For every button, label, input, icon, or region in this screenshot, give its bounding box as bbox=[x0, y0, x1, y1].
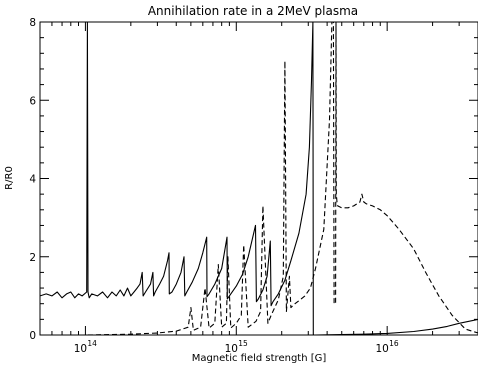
x-axis-label: Magnetic field strength [G] bbox=[192, 353, 327, 364]
y-axis: 0 2 4 6 8 bbox=[29, 17, 478, 342]
y-tick-label: 4 bbox=[29, 174, 36, 186]
x-axis: 10 14 10 15 10 16 bbox=[39, 22, 478, 355]
series-solid-line bbox=[40, 22, 478, 335]
x-tick-label-base: 10 bbox=[74, 343, 87, 355]
series-dashed-line bbox=[40, 22, 478, 335]
chart-title: Annihilation rate in a 2MeV plasma bbox=[148, 4, 358, 18]
plot-frame bbox=[39, 21, 478, 336]
x-tick-label-base: 10 bbox=[375, 343, 388, 355]
plot-area bbox=[40, 22, 478, 335]
y-axis-label: R/R0 bbox=[4, 166, 15, 190]
y-tick-label: 8 bbox=[29, 17, 36, 29]
x-tick-label-exponent: 14 bbox=[87, 339, 97, 348]
x-tick-label-base: 10 bbox=[225, 343, 238, 355]
y-tick-label: 6 bbox=[29, 95, 36, 107]
x-tick-label-exponent: 15 bbox=[238, 339, 248, 348]
x-tick-label-exponent: 16 bbox=[389, 339, 399, 348]
y-tick-label: 2 bbox=[29, 252, 36, 264]
y-tick-label: 0 bbox=[29, 330, 36, 342]
